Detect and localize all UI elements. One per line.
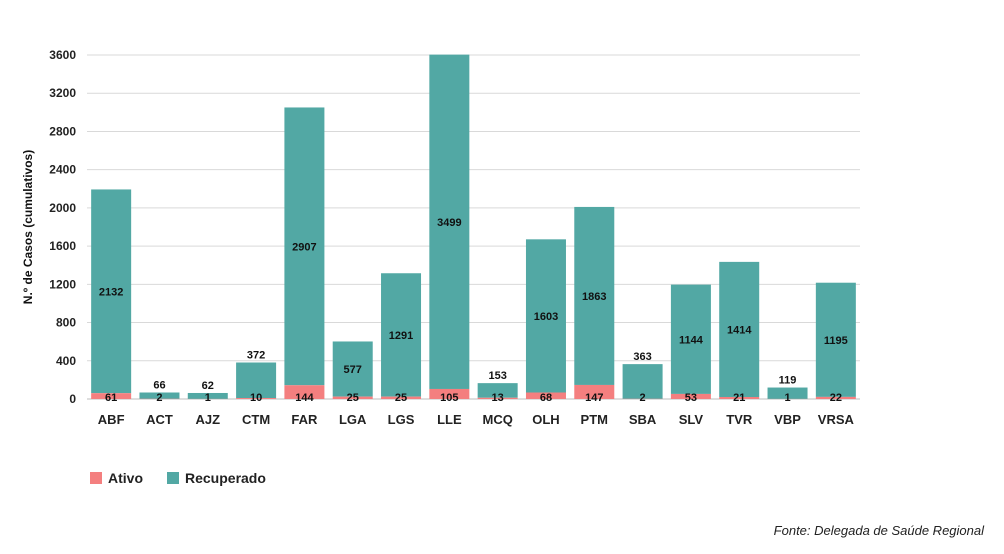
data-label-ativo: 2 bbox=[156, 392, 162, 404]
legend-label-ativo: Ativo bbox=[108, 470, 143, 486]
data-label-ativo: 144 bbox=[295, 392, 314, 404]
data-label-ativo: 53 bbox=[685, 392, 697, 404]
bar-ativo bbox=[574, 384, 615, 399]
y-tick-label: 2400 bbox=[49, 163, 76, 177]
x-tick-label: MCQ bbox=[482, 412, 512, 427]
y-tick-label: 0 bbox=[69, 392, 76, 406]
bar-ativo bbox=[670, 393, 711, 399]
data-label-ativo: 10 bbox=[250, 392, 262, 404]
bar-recuperado bbox=[670, 284, 711, 394]
data-label-ativo: 2 bbox=[640, 392, 646, 404]
legend-label-recuperado: Recuperado bbox=[185, 470, 266, 486]
data-label-ativo: 68 bbox=[540, 392, 552, 404]
bar-recuperado bbox=[525, 239, 566, 393]
bar-ativo bbox=[815, 396, 856, 399]
data-label-ativo: 25 bbox=[395, 392, 407, 404]
bar-ativo bbox=[429, 388, 470, 399]
data-label-ativo: 22 bbox=[830, 392, 842, 404]
data-label-ativo: 25 bbox=[347, 392, 359, 404]
bar-recuperado bbox=[719, 261, 760, 397]
data-label-recuperado: 1603 bbox=[534, 311, 558, 323]
x-tick-label: OLH bbox=[532, 412, 559, 427]
x-tick-label: PTM bbox=[581, 412, 608, 427]
data-label-recuperado: 1195 bbox=[824, 335, 848, 347]
data-label-recuperado: 2907 bbox=[292, 241, 316, 253]
data-label-ativo: 13 bbox=[492, 392, 504, 404]
x-tick-label: AJZ bbox=[196, 412, 221, 427]
bar-recuperado bbox=[767, 387, 808, 399]
x-tick-label: TVR bbox=[726, 412, 753, 427]
x-tick-label: CTM bbox=[242, 412, 270, 427]
legend-item-ativo: Ativo bbox=[90, 470, 143, 486]
legend-swatch-recuperado bbox=[167, 472, 179, 484]
bar-recuperado bbox=[429, 54, 470, 389]
legend-swatch-ativo bbox=[90, 472, 102, 484]
data-label-recuperado: 577 bbox=[344, 364, 362, 376]
data-label-recuperado: 1414 bbox=[727, 324, 752, 336]
legend: Ativo Recuperado bbox=[90, 470, 266, 486]
data-label-recuperado: 1291 bbox=[389, 330, 413, 342]
data-label-ativo: 21 bbox=[733, 392, 745, 404]
bar-recuperado bbox=[477, 383, 518, 398]
data-label-recuperado: 2132 bbox=[99, 286, 123, 298]
bar-recuperado bbox=[236, 362, 277, 399]
x-tick-label: ACT bbox=[146, 412, 173, 427]
data-label-recuperado: 66 bbox=[153, 380, 165, 392]
y-tick-label: 2800 bbox=[49, 124, 76, 138]
bar-ativo bbox=[525, 392, 566, 399]
data-label-recuperado: 1863 bbox=[582, 291, 606, 303]
source-note: Fonte: Delegada de Saúde Regional bbox=[773, 523, 984, 538]
bar-ativo bbox=[332, 396, 373, 399]
y-tick-label: 1600 bbox=[49, 239, 76, 253]
y-tick-label: 3600 bbox=[49, 48, 76, 62]
y-tick-label: 2000 bbox=[49, 201, 76, 215]
data-label-ativo: 147 bbox=[585, 392, 603, 404]
x-tick-label: SBA bbox=[629, 412, 657, 427]
x-tick-label: ABF bbox=[98, 412, 125, 427]
data-label-recuperado: 1144 bbox=[679, 334, 704, 346]
data-label-recuperado: 3499 bbox=[437, 217, 461, 229]
bar-recuperado bbox=[622, 364, 663, 399]
data-label-recuperado: 62 bbox=[202, 380, 214, 392]
bar-ativo bbox=[477, 397, 518, 399]
bar-recuperado bbox=[91, 189, 132, 394]
y-tick-label: 400 bbox=[56, 354, 76, 368]
bar-ativo bbox=[236, 398, 277, 399]
x-tick-label: SLV bbox=[679, 412, 704, 427]
legend-item-recuperado: Recuperado bbox=[167, 470, 266, 486]
x-tick-label: LLE bbox=[437, 412, 462, 427]
bar-ativo bbox=[719, 396, 760, 399]
bar-recuperado bbox=[187, 392, 228, 399]
bar-recuperado bbox=[139, 392, 180, 399]
bar-recuperado bbox=[381, 273, 422, 397]
data-label-recuperado: 153 bbox=[488, 370, 506, 382]
bar-ativo bbox=[381, 396, 422, 399]
data-label-ativo: 61 bbox=[105, 392, 117, 404]
data-label-recuperado: 363 bbox=[633, 351, 651, 363]
bar-recuperado bbox=[332, 341, 373, 397]
bar-ativo bbox=[91, 393, 132, 399]
bar-recuperado bbox=[574, 206, 615, 385]
y-tick-label: 800 bbox=[56, 316, 76, 330]
x-tick-label: LGS bbox=[388, 412, 415, 427]
y-tick-label: 1200 bbox=[49, 277, 76, 291]
y-axis-label: N.º de Casos (cumulativos) bbox=[21, 150, 35, 304]
data-label-recuperado: 119 bbox=[779, 375, 797, 387]
data-label-ativo: 1 bbox=[784, 392, 790, 404]
x-tick-label: VRSA bbox=[818, 412, 855, 427]
bar-recuperado bbox=[284, 107, 325, 386]
x-tick-label: VBP bbox=[774, 412, 801, 427]
data-label-ativo: 105 bbox=[440, 392, 458, 404]
x-tick-label: LGA bbox=[339, 412, 367, 427]
y-tick-label: 3200 bbox=[49, 86, 76, 100]
x-tick-label: FAR bbox=[291, 412, 318, 427]
bar-ativo bbox=[284, 385, 325, 399]
data-label-ativo: 1 bbox=[205, 392, 211, 404]
bar-recuperado bbox=[815, 282, 856, 397]
data-label-recuperado: 372 bbox=[247, 349, 265, 361]
